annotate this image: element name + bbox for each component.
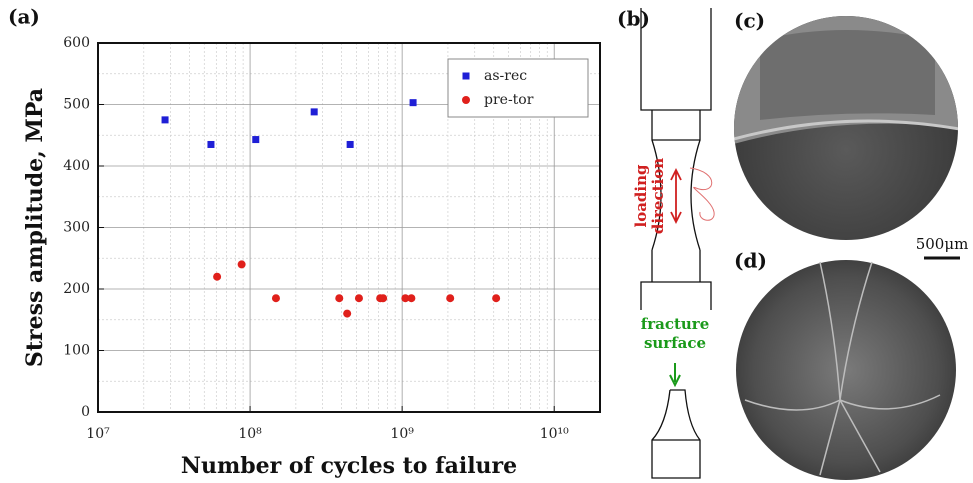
fracture-image-d — [736, 260, 956, 480]
panel-label: (b) — [617, 7, 650, 31]
data-point — [492, 294, 501, 303]
data-point — [213, 272, 222, 281]
x-tick-label: 10¹⁰ — [540, 426, 569, 442]
specimen-diagram: loading direction fracture surface — [632, 8, 715, 479]
legend-label: pre-tor — [484, 92, 534, 108]
legend-marker — [462, 96, 470, 104]
data-point — [446, 294, 455, 303]
data-point — [354, 294, 363, 303]
data-point — [207, 140, 215, 148]
panel-label: (c) — [734, 9, 765, 33]
data-point — [237, 260, 246, 269]
loading-label: loading — [632, 164, 650, 228]
x-tick-label: 10⁹ — [390, 426, 414, 442]
y-tick-label: 300 — [63, 220, 90, 236]
y-tick-label: 500 — [63, 97, 90, 113]
data-point — [310, 108, 318, 116]
scale-bar-label: 500μm — [916, 235, 969, 253]
data-point — [346, 140, 354, 148]
loading-label: direction — [649, 158, 667, 234]
x-tick-label: 10⁸ — [238, 426, 262, 442]
legend-marker — [462, 72, 470, 80]
panel-label: (a) — [8, 5, 40, 29]
x-tick-label: 10⁷ — [86, 426, 110, 442]
y-tick-label: 400 — [63, 158, 90, 174]
fracture-image-c — [734, 16, 958, 240]
data-point — [271, 294, 280, 303]
data-point — [343, 309, 352, 318]
y-tick-label: 200 — [63, 281, 90, 297]
y-tick-label: 0 — [81, 404, 90, 420]
data-point — [407, 294, 416, 303]
plot-frame — [97, 42, 601, 413]
legend-box — [447, 58, 589, 118]
y-tick-label: 100 — [63, 343, 90, 359]
data-point — [379, 294, 388, 303]
y-axis-title: Stress amplitude, MPa — [22, 88, 48, 367]
data-point — [401, 294, 410, 303]
fracture-label: fracture — [641, 315, 710, 333]
legend-label: as-rec — [484, 68, 527, 84]
data-point — [161, 116, 169, 124]
x-axis-title: Number of cycles to failure — [181, 453, 517, 479]
data-point — [409, 99, 417, 107]
y-tick-label: 600 — [63, 35, 90, 51]
fracture-label: surface — [644, 334, 706, 352]
data-point — [335, 294, 344, 303]
data-point — [252, 136, 260, 144]
panel-label: (d) — [734, 249, 767, 273]
